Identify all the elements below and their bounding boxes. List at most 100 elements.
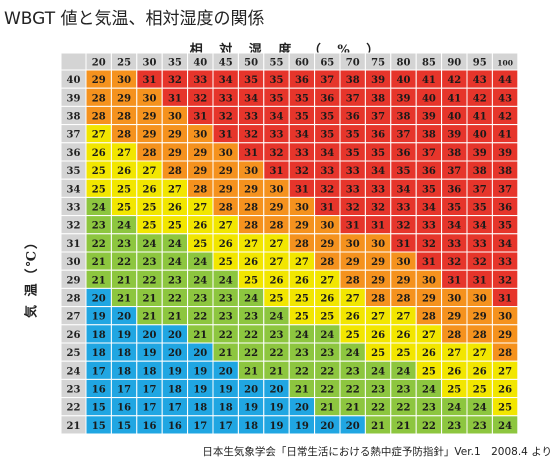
wbgt-value-label: 24 xyxy=(498,421,512,432)
wbgt-value-label: 32 xyxy=(498,275,512,286)
wbgt-value-label: 15 xyxy=(92,403,106,414)
temperature-tick-label: 26 xyxy=(67,330,81,341)
wbgt-value-label: 42 xyxy=(498,112,512,123)
temperature-tick-label: 24 xyxy=(67,366,81,377)
wbgt-value-label: 23 xyxy=(422,403,436,414)
wbgt-value-label: 40 xyxy=(397,75,411,86)
wbgt-value-label: 35 xyxy=(320,112,334,123)
wbgt-value-label: 17 xyxy=(117,385,131,396)
wbgt-value-label: 29 xyxy=(295,221,309,232)
wbgt-value-label: 27 xyxy=(270,239,284,250)
wbgt-value-label: 20 xyxy=(346,421,360,432)
wbgt-value-label: 28 xyxy=(219,203,233,214)
wbgt-value-label: 29 xyxy=(473,312,487,323)
humidity-tick-label: 50 xyxy=(244,58,258,69)
wbgt-value-label: 35 xyxy=(270,93,284,104)
wbgt-value-label: 29 xyxy=(244,184,258,195)
wbgt-value-label: 18 xyxy=(117,366,131,377)
wbgt-value-label: 30 xyxy=(346,239,360,250)
wbgt-value-label: 22 xyxy=(320,366,334,377)
wbgt-value-label: 32 xyxy=(219,112,233,123)
wbgt-value-label: 36 xyxy=(346,112,360,123)
wbgt-value-label: 29 xyxy=(397,275,411,286)
wbgt-value-label: 34 xyxy=(498,239,512,250)
wbgt-value-label: 23 xyxy=(447,421,461,432)
wbgt-value-label: 31 xyxy=(473,275,487,286)
wbgt-value-label: 27 xyxy=(397,312,411,323)
wbgt-value-label: 27 xyxy=(92,130,106,141)
wbgt-value-label: 21 xyxy=(117,275,131,286)
wbgt-value-label: 18 xyxy=(193,403,207,414)
wbgt-value-label: 20 xyxy=(168,348,182,359)
wbgt-value-label: 28 xyxy=(244,221,258,232)
wbgt-value-label: 33 xyxy=(422,221,436,232)
wbgt-value-label: 23 xyxy=(117,239,131,250)
wbgt-value-label: 41 xyxy=(447,93,461,104)
wbgt-value-label: 35 xyxy=(397,166,411,177)
wbgt-value-label: 33 xyxy=(193,75,207,86)
wbgt-value-label: 30 xyxy=(143,93,157,104)
wbgt-value-label: 32 xyxy=(244,130,258,141)
wbgt-value-label: 28 xyxy=(193,184,207,195)
wbgt-value-label: 30 xyxy=(193,130,207,141)
wbgt-value-label: 24 xyxy=(193,257,207,268)
wbgt-value-label: 18 xyxy=(168,385,182,396)
wbgt-value-label: 35 xyxy=(295,93,309,104)
wbgt-value-label: 23 xyxy=(193,294,207,305)
wbgt-value-label: 23 xyxy=(244,312,258,323)
wbgt-value-label: 33 xyxy=(371,184,385,195)
source-note: 日本生気象学会「日常生活における熱中症予防指針」Ver.1 2008.4 より xyxy=(202,446,552,458)
wbgt-value-label: 24 xyxy=(346,348,360,359)
wbgt-value-label: 37 xyxy=(371,112,385,123)
wbgt-value-label: 27 xyxy=(320,275,334,286)
wbgt-value-label: 26 xyxy=(219,239,233,250)
wbgt-value-label: 24 xyxy=(168,257,182,268)
wbgt-value-label: 37 xyxy=(447,166,461,177)
wbgt-value-label: 22 xyxy=(320,385,334,396)
wbgt-value-label: 29 xyxy=(143,130,157,141)
humidity-tick-label: 85 xyxy=(422,58,436,69)
wbgt-value-label: 33 xyxy=(320,166,334,177)
humidity-tick-label: 20 xyxy=(92,58,106,69)
wbgt-value-label: 31 xyxy=(498,294,512,305)
wbgt-value-label: 19 xyxy=(244,403,258,414)
wbgt-value-label: 22 xyxy=(92,239,106,250)
wbgt-value-label: 29 xyxy=(371,275,385,286)
wbgt-value-label: 27 xyxy=(498,366,512,377)
temperature-tick-label: 25 xyxy=(67,348,81,359)
wbgt-value-label: 38 xyxy=(498,166,512,177)
wbgt-value-label: 17 xyxy=(168,403,182,414)
wbgt-value-label: 25 xyxy=(92,184,106,195)
wbgt-value-label: 26 xyxy=(447,366,461,377)
wbgt-value-label: 23 xyxy=(320,348,334,359)
wbgt-value-label: 32 xyxy=(270,148,284,159)
wbgt-value-label: 39 xyxy=(473,148,487,159)
wbgt-value-label: 29 xyxy=(193,148,207,159)
wbgt-value-label: 16 xyxy=(168,421,182,432)
wbgt-value-label: 34 xyxy=(422,203,436,214)
wbgt-value-label: 21 xyxy=(320,403,334,414)
wbgt-value-label: 27 xyxy=(168,184,182,195)
temperature-tick-label: 21 xyxy=(67,421,81,432)
wbgt-value-label: 41 xyxy=(498,130,512,141)
wbgt-value-label: 42 xyxy=(473,93,487,104)
wbgt-value-label: 24 xyxy=(447,403,461,414)
wbgt-value-label: 21 xyxy=(92,257,106,268)
wbgt-value-label: 20 xyxy=(193,348,207,359)
wbgt-value-label: 32 xyxy=(447,257,461,268)
wbgt-value-label: 37 xyxy=(473,184,487,195)
wbgt-value-label: 17 xyxy=(219,421,233,432)
humidity-tick-label: 40 xyxy=(193,58,207,69)
wbgt-value-label: 39 xyxy=(371,75,385,86)
wbgt-value-label: 33 xyxy=(397,203,411,214)
wbgt-value-label: 22 xyxy=(244,348,258,359)
wbgt-value-label: 24 xyxy=(143,239,157,250)
wbgt-value-label: 22 xyxy=(143,275,157,286)
wbgt-value-label: 17 xyxy=(143,403,157,414)
wbgt-value-label: 22 xyxy=(168,294,182,305)
temperature-tick-label: 35 xyxy=(67,166,81,177)
wbgt-value-label: 21 xyxy=(371,421,385,432)
wbgt-value-label: 23 xyxy=(219,294,233,305)
wbgt-value-label: 21 xyxy=(244,366,258,377)
